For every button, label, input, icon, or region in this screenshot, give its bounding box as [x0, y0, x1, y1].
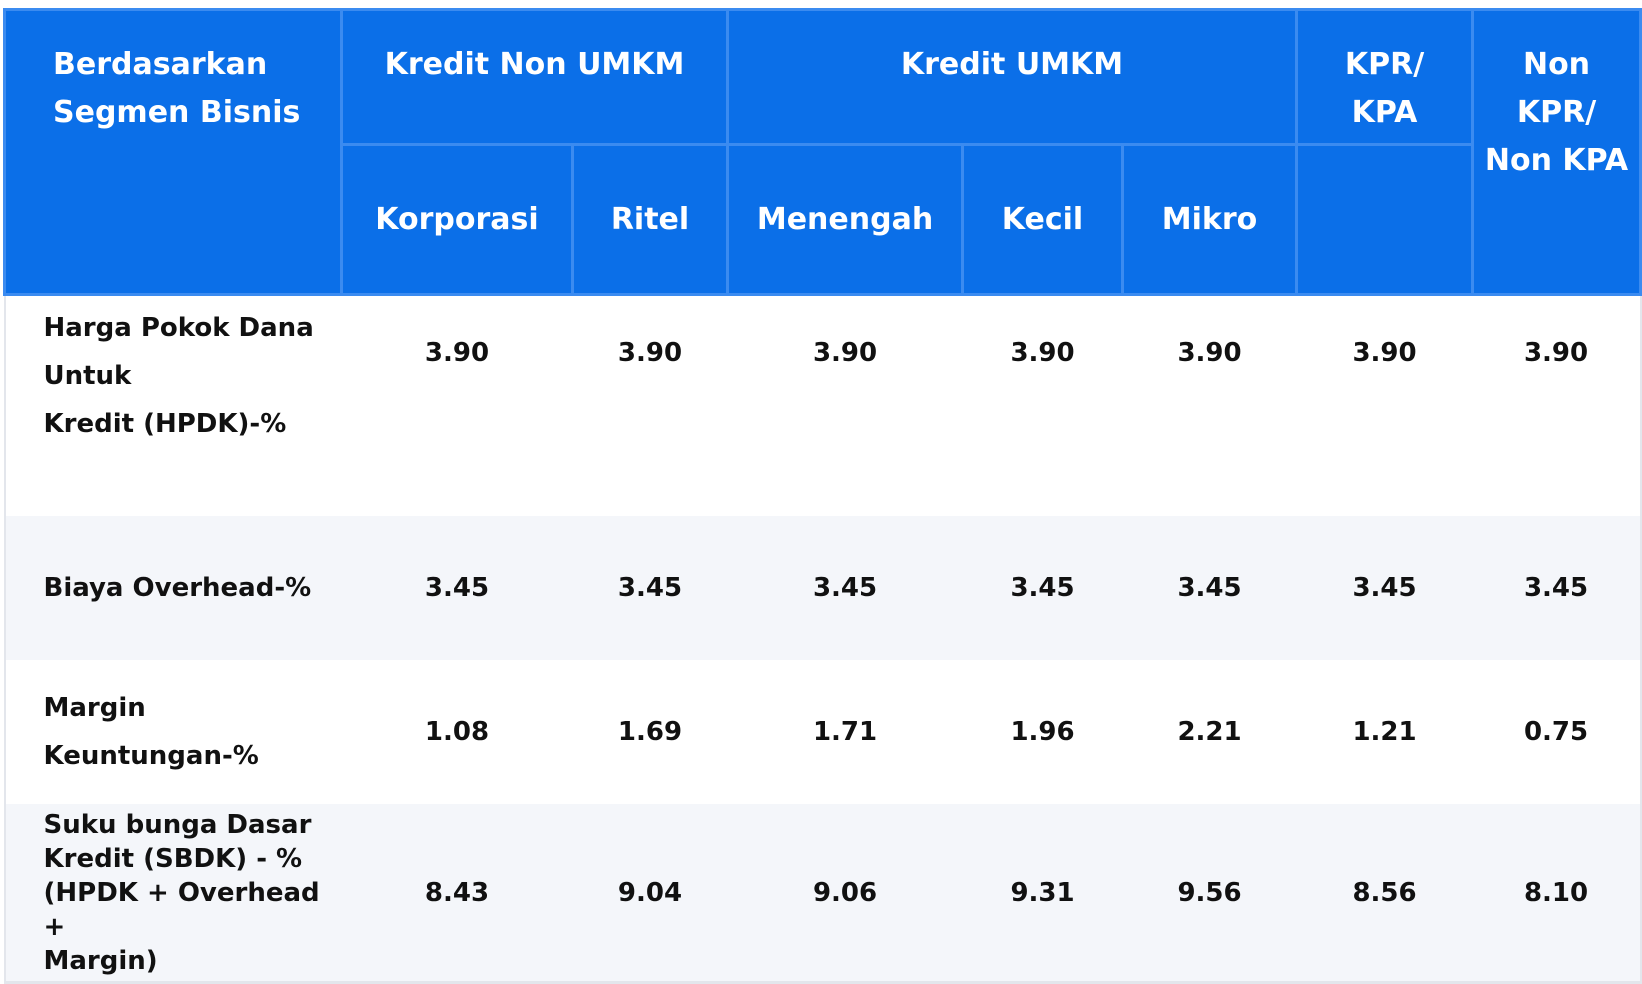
cell-value: 3.45 — [962, 516, 1123, 660]
cell-value: 3.90 — [812, 338, 878, 368]
cell-value: 3.45 — [1296, 516, 1473, 660]
row-label-line: Keuntungan-% — [43, 741, 259, 771]
row-label: Margin Keuntungan-% — [5, 660, 342, 804]
cell-value: 1.21 — [1352, 717, 1417, 747]
table-row: Biaya Overhead-% 3.45 3.45 3.45 3.45 3.45 3.45… — [4, 516, 1641, 660]
cell-value: 3.90 — [617, 338, 683, 368]
cell-value: 3.45 — [572, 516, 728, 660]
header-segment: Berdasarkan Segmen Bisnis — [3, 8, 343, 296]
cell-value: 1.08 — [424, 717, 490, 747]
cell-value: 9.06 — [727, 804, 963, 983]
cell-value: 9.56 — [1122, 804, 1297, 983]
cell-value: 1.71 — [812, 717, 878, 747]
row-label-line: Kredit (SBDK) - % — [43, 843, 303, 874]
header-subcolumn: Korporasi — [340, 143, 574, 296]
cell-value: 3.45 — [1472, 516, 1641, 660]
row-label: Biaya Overhead-% — [4, 516, 342, 660]
rate-table: Berdasarkan Segmen Bisnis Kredit Non UMK… — [3, 8, 1642, 984]
header-group: Kredit Non UMKM — [339, 8, 730, 146]
cell-value: 3.45 — [727, 516, 963, 660]
table-row: Suku bunga Dasar Kredit (SBDK) - % (HPDK +… — [4, 804, 1641, 983]
cell-value: 3.90 — [424, 338, 490, 368]
row-label-line: Margin — [43, 693, 146, 723]
header-subcolumn: Mikro — [1121, 143, 1299, 296]
header-group: Non KPR/ Non KPA — [1471, 8, 1642, 296]
cell-value: 8.43 — [341, 804, 573, 983]
cell-value: 2.21 — [1177, 717, 1242, 747]
cell-value: 3.90 — [1352, 338, 1417, 368]
cell-value: 9.04 — [572, 804, 728, 983]
cell-value: 3.90 — [1523, 338, 1589, 368]
header-subcolumn: Ritel — [570, 143, 730, 296]
row-label-line: Biaya Overhead-% — [43, 573, 312, 603]
header-subcolumn: Kecil — [961, 143, 1125, 296]
row-label-line: Suku bunga Dasar — [43, 809, 312, 840]
row-label: Suku bunga Dasar Kredit (SBDK) - % (HPDK +… — [4, 804, 342, 983]
cell-value: 3.90 — [1010, 338, 1075, 368]
cell-value: 8.10 — [1472, 804, 1641, 983]
row-label-line: (HPDK + Overhead + — [43, 877, 320, 942]
cell-value: 3.45 — [341, 516, 573, 660]
cell-value: 9.31 — [962, 804, 1123, 983]
row-label: Harga Pokok Dana Untuk Kredit (HPDK)-% — [5, 295, 342, 517]
row-label-line: Harga Pokok Dana — [43, 313, 314, 343]
header-group: KPR/ KPA — [1295, 8, 1475, 146]
header-subcolumn: Menengah — [726, 143, 965, 296]
cell-value: 3.45 — [1122, 516, 1297, 660]
cell-value: 0.75 — [1523, 717, 1589, 747]
row-label-line: Margin) — [43, 945, 158, 976]
cell-value: 1.96 — [1010, 717, 1075, 747]
cell-value: 8.56 — [1296, 804, 1473, 983]
table-row: Margin Keuntungan-% 1.08 1.69 1.71 1.96 2.21 1.… — [5, 660, 1641, 804]
row-label-line: Untuk — [43, 361, 132, 391]
cell-value: 1.69 — [617, 717, 683, 747]
table: Berdasarkan Segmen Bisnis Kredit Non UMK… — [3, 8, 1642, 984]
header-group: Kredit UMKM — [726, 8, 1299, 146]
table-row: Harga Pokok Dana Untuk Kredit (HPDK)-% 3.90… — [5, 295, 1641, 517]
cell-value: 3.90 — [1177, 338, 1242, 368]
row-label-line: Kredit (HPDK)-% — [43, 409, 287, 439]
header-empty — [1295, 143, 1475, 296]
